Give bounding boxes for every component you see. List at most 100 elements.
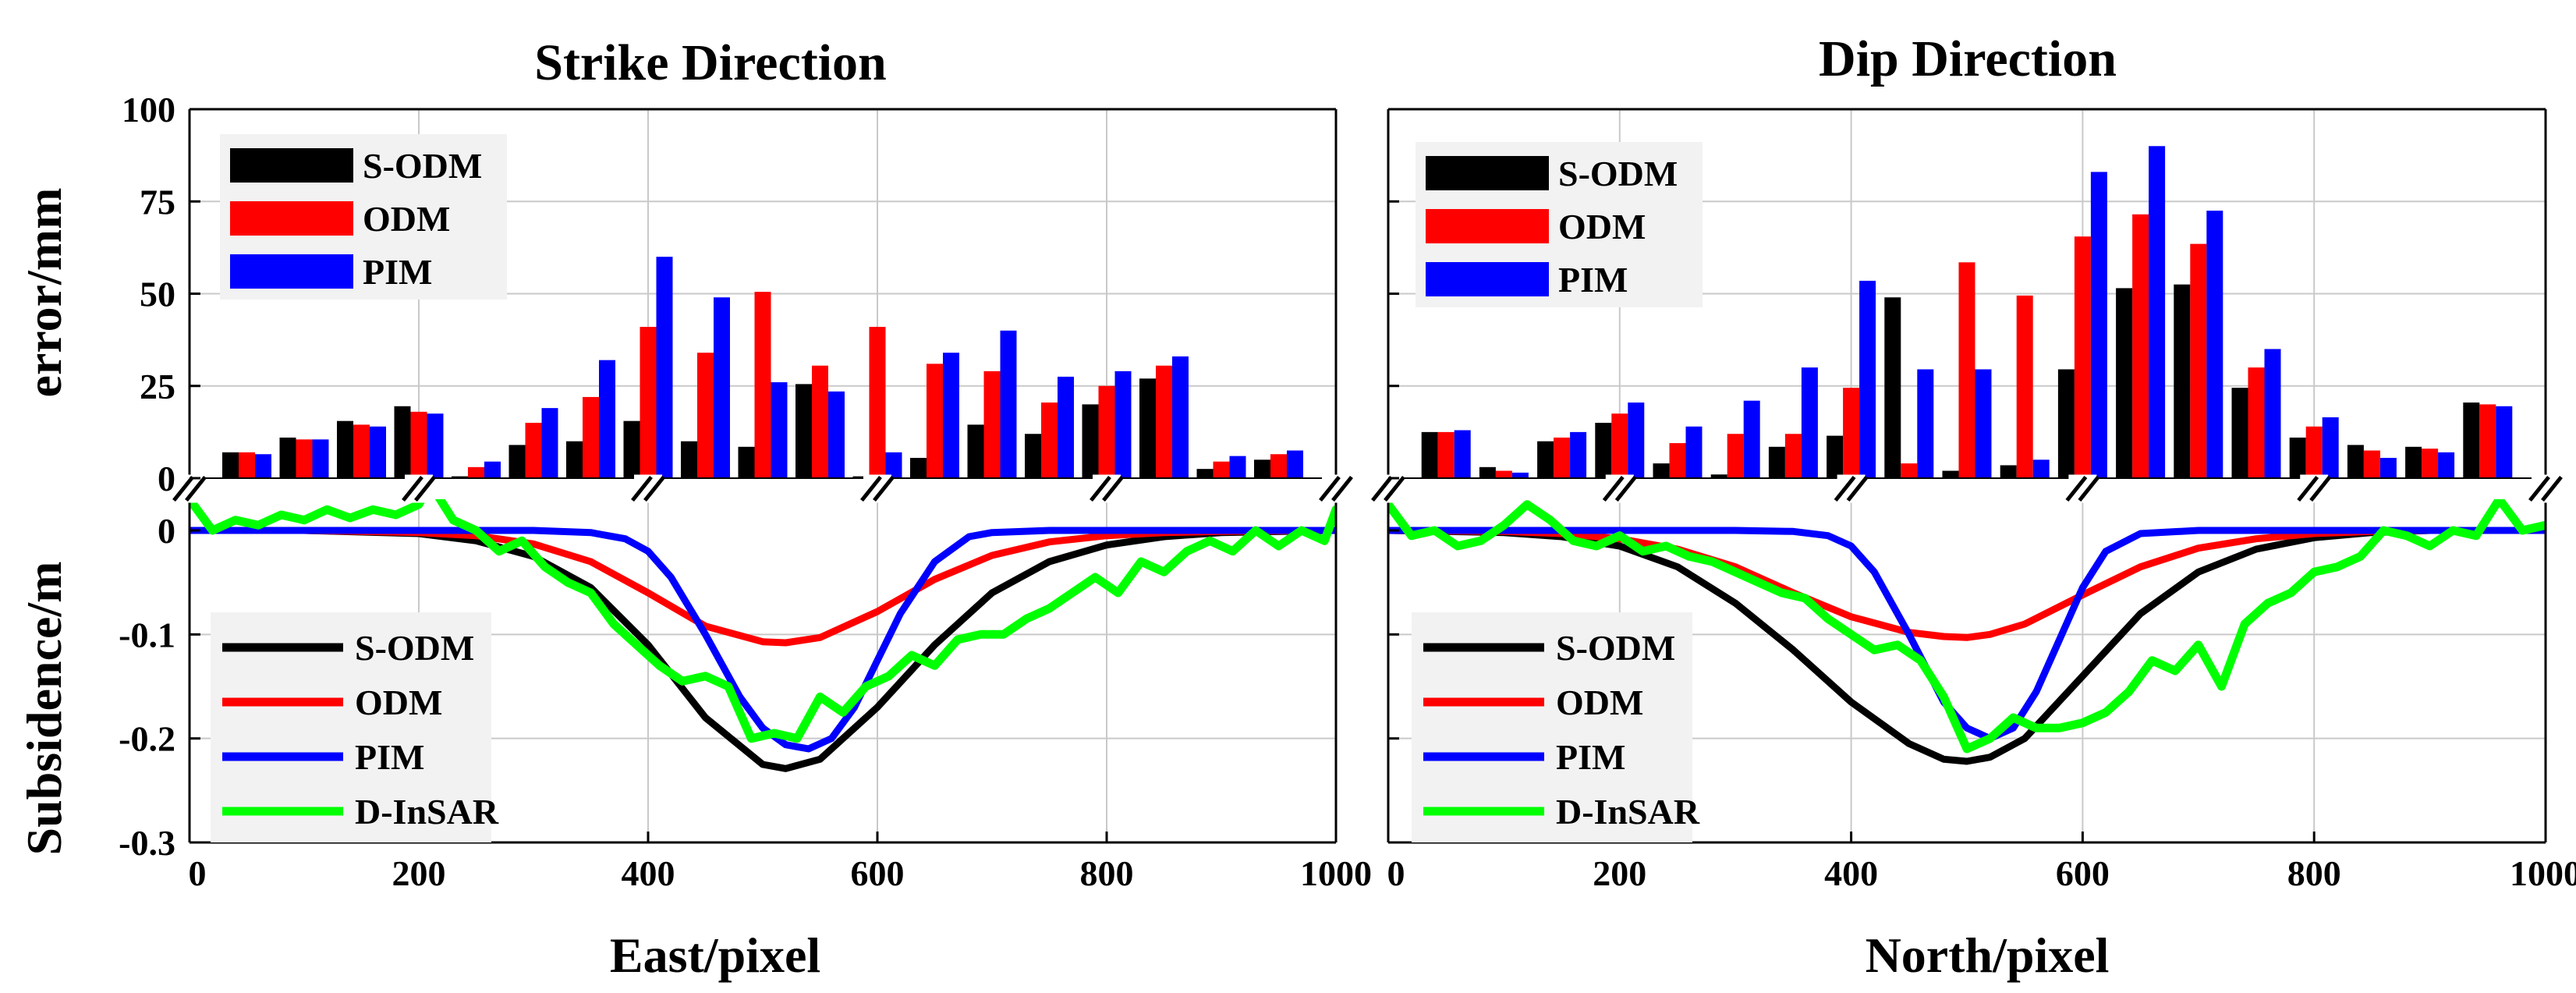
dip-bar-s-odm-850 <box>2347 445 2364 478</box>
strike-bar-odm-100 <box>296 439 313 478</box>
strike-bar-s-odm-650 <box>910 457 927 478</box>
strike-bar-s-odm-750 <box>1025 434 1041 478</box>
strike-bar-odm-350 <box>583 396 599 478</box>
strike-break-mark <box>860 475 882 502</box>
dip-bar-s-odm-200 <box>1595 423 1612 478</box>
strike-bar-s-odm-950 <box>1254 459 1270 478</box>
dip-bar-legend-label: S-ODM <box>1558 154 1678 193</box>
dip-bar-pim-850 <box>2379 457 2397 478</box>
frame-layer <box>172 108 2563 844</box>
dip-bar-odm-650 <box>2132 214 2149 478</box>
strike-break-mark <box>1102 475 1124 502</box>
error-ytick-label: 100 <box>122 90 175 129</box>
strike-bar-pim-250 <box>484 461 501 478</box>
strike-bar-s-odm-300 <box>508 445 526 478</box>
strike-bar-pim-550 <box>828 391 845 478</box>
strike-bar-pim-100 <box>312 439 329 478</box>
dip-xtick-label: 800 <box>2287 853 2341 893</box>
strike-line-legend-label: PIM <box>355 737 424 777</box>
dip-break-mark <box>2078 475 2100 502</box>
dip-line-legend-label: S-ODM <box>1556 628 1675 668</box>
dip-bar-odm-450 <box>1901 463 1918 478</box>
subsidence-ytick-label: -0.3 <box>119 823 175 863</box>
east-xlabel: East/pixel <box>610 927 820 983</box>
dip-break-mark <box>1614 475 1637 502</box>
subsidence-ytick-label: -0.2 <box>119 719 175 759</box>
marks-layer <box>190 146 2546 772</box>
dip-bar-pim-150 <box>1570 431 1587 478</box>
strike-bar-pim-450 <box>714 297 730 478</box>
dip-bar-s-odm-400 <box>1827 435 1844 478</box>
dip-break-mark <box>1371 475 1393 502</box>
strike-bar-pim-300 <box>541 408 558 478</box>
strike-bar-odm-200 <box>410 411 427 478</box>
dip-bar-s-odm-450 <box>1884 297 1901 478</box>
strike-bar-pim-50 <box>255 454 271 478</box>
dip-break-mark <box>2297 475 2319 502</box>
strike-bar-odm-600 <box>869 327 886 478</box>
dip-bar-pim-600 <box>2090 172 2107 478</box>
strike-line-pim <box>190 527 1336 753</box>
strike-line-legend-label: S-ODM <box>355 628 474 668</box>
strike-bar-legend-label: PIM <box>363 252 432 292</box>
strike-bar-pim-800 <box>1114 371 1132 478</box>
dip-break-mark <box>2528 475 2550 502</box>
strike-bar-odm-300 <box>525 423 542 478</box>
strike-bar-pim-200 <box>427 413 444 478</box>
dip-bar-s-odm-750 <box>2231 388 2248 478</box>
dip-bar-legend-swatch-s-odm <box>1426 156 1549 190</box>
dip-bar-pim-400 <box>1859 280 1876 478</box>
text-layer: Strike Direction Dip Direction error/mm … <box>16 30 2117 983</box>
dip-bar-pim-350 <box>1801 367 1818 478</box>
strike-bar-odm-500 <box>754 292 771 478</box>
dip-line-pim <box>1388 527 2546 743</box>
dip-line-legend-label: D-InSAR <box>1556 792 1700 832</box>
strike-bar-legend-swatch-s-odm <box>230 148 353 183</box>
strike-bar-s-odm-50 <box>222 452 239 478</box>
dip-bar-s-odm-700 <box>2174 284 2191 478</box>
dip-bar-s-odm-150 <box>1537 441 1554 478</box>
strike-bar-pim-500 <box>771 382 788 478</box>
dip-bar-pim-750 <box>2264 349 2281 478</box>
dip-bar-odm-100 <box>1495 470 1512 478</box>
dip-bar-s-odm-250 <box>1653 463 1670 478</box>
dip-bar-legend-swatch-pim <box>1426 262 1549 296</box>
dip-bar-pim-100 <box>1511 472 1529 478</box>
dip-bar-pim-300 <box>1743 400 1760 478</box>
strike-bar-s-odm-850 <box>1139 378 1156 478</box>
dip-line-odm <box>1388 527 2546 641</box>
dip-break-mark <box>1384 475 1405 502</box>
dip-bar-pim-950 <box>2496 406 2513 478</box>
strike-line-s-odm <box>190 527 1336 772</box>
dip-break-mark <box>1834 475 1856 502</box>
dip-break-mark <box>2309 475 2332 502</box>
strike-xtick-label: 800 <box>1080 853 1134 893</box>
strike-bar-s-odm-200 <box>394 406 411 478</box>
dip-bar-s-odm-600 <box>2057 369 2075 478</box>
dip-bar-odm-200 <box>1611 413 1628 478</box>
strike-break-mark <box>1331 475 1353 502</box>
strike-bar-pim-700 <box>1000 330 1017 478</box>
strike-bar-s-odm-550 <box>795 384 812 478</box>
strike-bar-s-odm-350 <box>566 441 583 478</box>
dip-line-legend-label: PIM <box>1556 737 1625 777</box>
dip-bar-odm-150 <box>1554 437 1571 478</box>
dip-bar-odm-600 <box>2074 236 2091 478</box>
strike-xtick-label: 200 <box>392 853 446 893</box>
ticks-layer: 0 200 400 600 800 1000 0 200 400 600 800 1000025507… <box>119 90 2576 893</box>
strike-xtick-label: 1000 <box>1300 853 1372 893</box>
strike-bar-pim-650 <box>943 353 959 478</box>
strike-bar-s-odm-100 <box>279 437 296 478</box>
dip-bar-s-odm-800 <box>2289 437 2306 478</box>
strike-bar-odm-400 <box>640 327 657 478</box>
strike-bar-s-odm-900 <box>1196 469 1214 478</box>
subsidence-ytick-label: -0.1 <box>119 615 175 654</box>
error-ylabel: error/mm <box>16 188 72 398</box>
dip-break-mark <box>1846 475 1869 502</box>
strike-bar-pim-350 <box>599 360 615 478</box>
strike-bar-s-odm-600 <box>852 476 870 478</box>
error-ytick-label: 0 <box>158 459 175 498</box>
strike-bar-pim-400 <box>656 257 673 478</box>
dip-line-legend-label: ODM <box>1556 683 1643 722</box>
